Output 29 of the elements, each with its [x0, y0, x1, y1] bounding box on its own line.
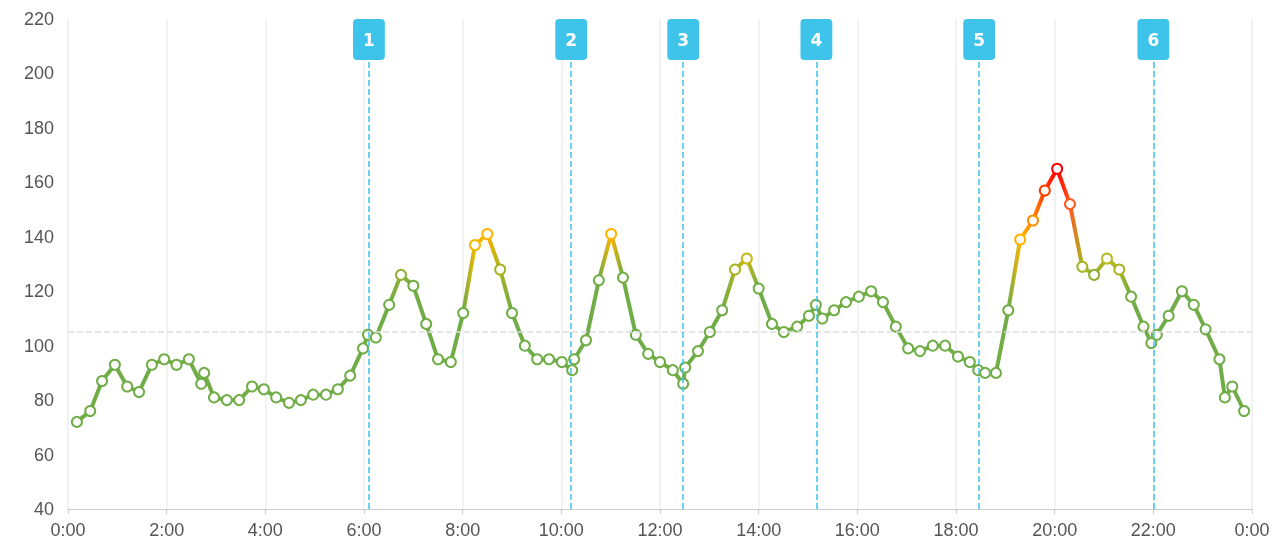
y-tick-label: 100 [23, 335, 54, 356]
x-tick-label: 2:00 [149, 520, 185, 540]
annotation: 5 [973, 29, 986, 50]
y-tick-label: 200 [23, 63, 54, 84]
x-tick-label: 22:00 [1130, 520, 1176, 540]
annotation: 3 [677, 29, 690, 50]
x-tick-label: 12:00 [637, 520, 683, 540]
annotation: 1 [363, 29, 375, 50]
y-tick-label: 220 [23, 9, 54, 29]
x-tick-label: 18:00 [933, 520, 979, 540]
x-tick-label: 8:00 [445, 520, 481, 540]
x-tick-label: 20:00 [1032, 520, 1078, 540]
x-tick-label: 10:00 [538, 520, 584, 540]
x-tick-label: 14:00 [736, 520, 782, 540]
y-tick-label: 60 [33, 444, 54, 465]
y-tick-label: 140 [23, 226, 54, 247]
x-tick-label: 4:00 [247, 520, 283, 540]
y-tick-label: 160 [23, 172, 54, 193]
x-tick-label: 0:00 [50, 520, 86, 540]
y-tick-label: 40 [33, 499, 54, 519]
x-tick-label: 16:00 [834, 520, 880, 540]
annotation: 4 [810, 29, 823, 50]
y-tick-label: 120 [23, 281, 54, 302]
y-tick-label: 180 [23, 117, 54, 138]
annotation: 6 [1147, 29, 1160, 50]
x-tick-label: 6:00 [346, 520, 382, 540]
annotation: 2 [565, 29, 578, 50]
x-tick-label: 0:00 [1234, 520, 1270, 540]
y-tick-label: 80 [33, 390, 54, 411]
